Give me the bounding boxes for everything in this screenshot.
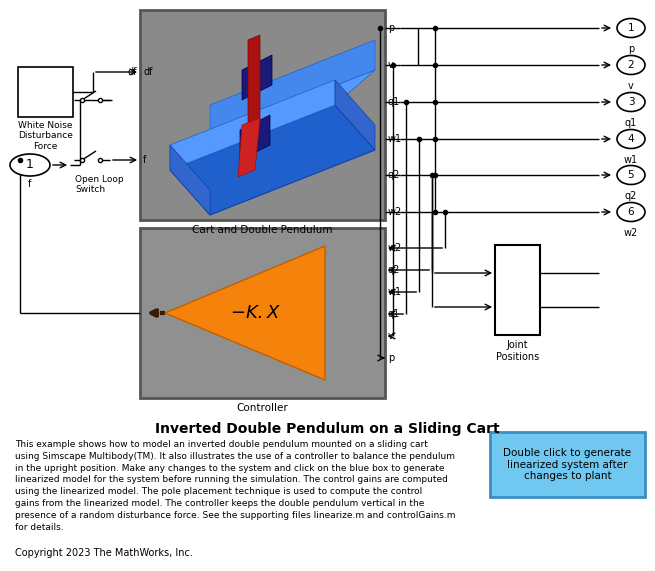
Polygon shape xyxy=(242,55,272,100)
Text: p: p xyxy=(628,44,634,54)
Text: q1: q1 xyxy=(388,309,400,319)
Text: w1: w1 xyxy=(388,134,402,144)
Text: df: df xyxy=(128,67,137,77)
Text: Cart and Double Pendulum: Cart and Double Pendulum xyxy=(193,225,333,235)
Text: v: v xyxy=(628,81,634,91)
Text: p: p xyxy=(388,23,394,33)
Text: q2: q2 xyxy=(625,191,637,201)
Bar xyxy=(140,10,385,220)
Text: 4: 4 xyxy=(627,134,634,144)
Text: White Noise
Disturbance
Force: White Noise Disturbance Force xyxy=(18,121,73,151)
Polygon shape xyxy=(210,40,375,135)
Text: 1: 1 xyxy=(26,159,34,171)
Text: Open Loop
Switch: Open Loop Switch xyxy=(75,175,124,194)
Text: Joint
Positions: Joint Positions xyxy=(496,340,539,361)
Polygon shape xyxy=(238,118,260,177)
Polygon shape xyxy=(240,115,270,160)
Text: f: f xyxy=(28,179,31,189)
Ellipse shape xyxy=(617,55,645,74)
Polygon shape xyxy=(335,80,375,150)
Text: w2: w2 xyxy=(388,207,402,217)
Text: v: v xyxy=(388,60,394,70)
Bar xyxy=(18,67,73,117)
Bar xyxy=(495,245,540,335)
Text: q1: q1 xyxy=(625,118,637,128)
Text: Copyright 2023 The MathWorks, Inc.: Copyright 2023 The MathWorks, Inc. xyxy=(15,548,193,558)
Text: w1: w1 xyxy=(388,287,402,297)
Text: f: f xyxy=(143,155,146,165)
Text: p: p xyxy=(388,353,394,363)
Ellipse shape xyxy=(617,166,645,184)
Text: q2: q2 xyxy=(388,170,400,180)
Ellipse shape xyxy=(617,18,645,38)
Polygon shape xyxy=(248,35,260,130)
Polygon shape xyxy=(170,70,375,170)
Text: q1: q1 xyxy=(388,97,400,107)
Text: 6: 6 xyxy=(627,207,634,217)
Polygon shape xyxy=(170,145,210,215)
Text: $-K.X$: $-K.X$ xyxy=(230,304,280,322)
Text: df: df xyxy=(143,67,153,77)
Text: w2: w2 xyxy=(388,243,402,253)
Text: Double click to generate
linearized system after
changes to plant: Double click to generate linearized syst… xyxy=(504,448,631,481)
Bar xyxy=(140,228,385,398)
Text: q2: q2 xyxy=(388,265,400,275)
Ellipse shape xyxy=(10,154,50,176)
Text: 3: 3 xyxy=(627,97,634,107)
Text: 5: 5 xyxy=(627,170,634,180)
Text: Inverted Double Pendulum on a Sliding Cart: Inverted Double Pendulum on a Sliding Ca… xyxy=(155,422,499,436)
Text: 1: 1 xyxy=(627,23,634,33)
Text: Controller: Controller xyxy=(236,403,288,413)
Polygon shape xyxy=(170,105,375,215)
Text: v: v xyxy=(388,331,394,341)
Text: This example shows how to model an inverted double pendulum mounted on a sliding: This example shows how to model an inver… xyxy=(15,440,455,532)
Text: w1: w1 xyxy=(624,155,638,165)
Text: w2: w2 xyxy=(624,228,638,238)
Polygon shape xyxy=(170,80,335,170)
Text: 2: 2 xyxy=(627,60,634,70)
Bar xyxy=(490,432,645,497)
Ellipse shape xyxy=(617,130,645,148)
Polygon shape xyxy=(165,246,325,380)
Ellipse shape xyxy=(617,203,645,222)
Ellipse shape xyxy=(617,93,645,111)
